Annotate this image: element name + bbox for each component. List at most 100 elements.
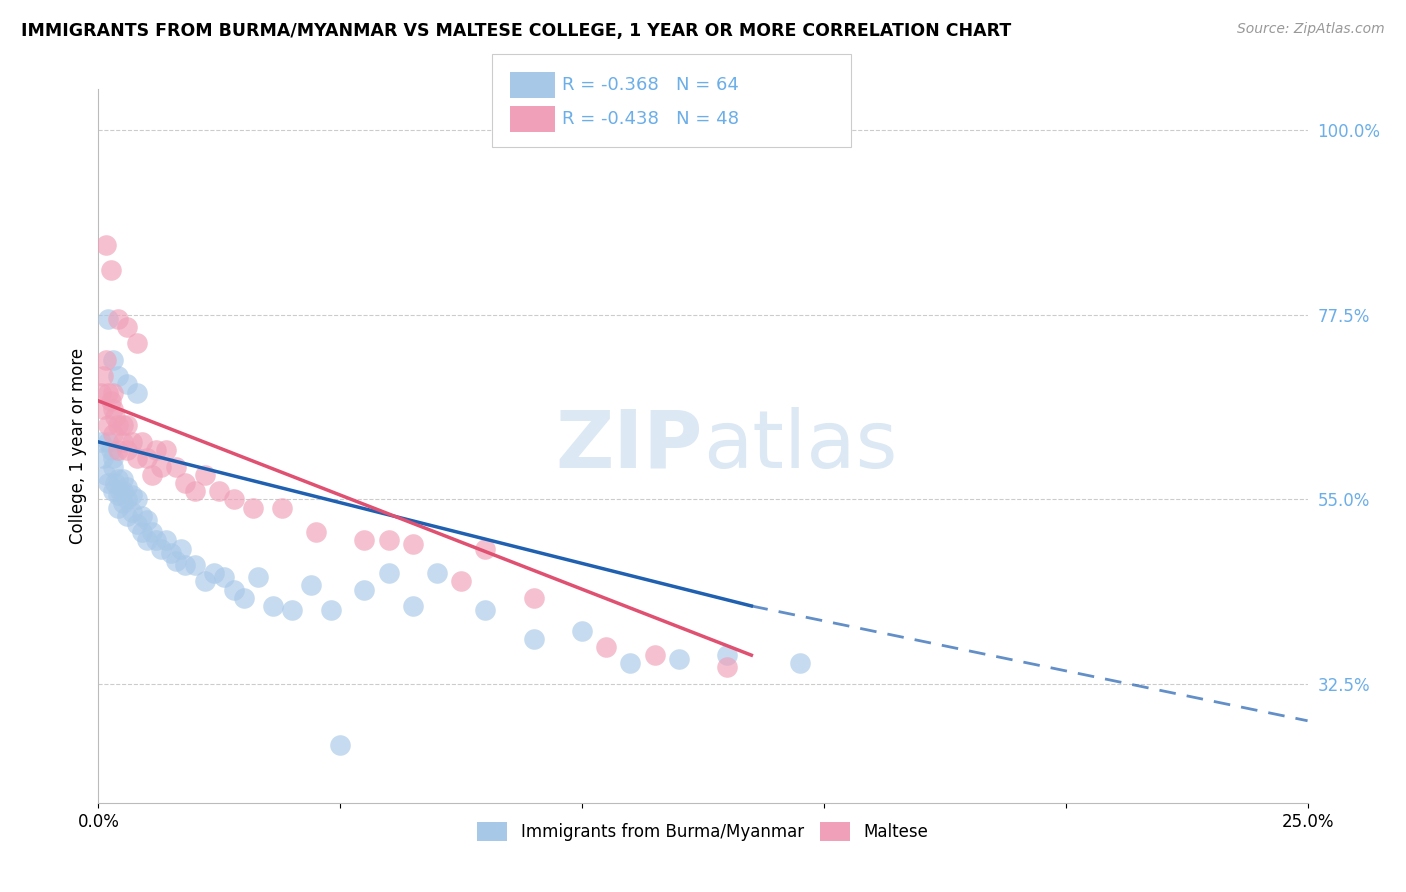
Point <box>299 578 322 592</box>
Point <box>329 739 352 753</box>
Point <box>160 546 183 560</box>
Point <box>165 459 187 474</box>
Point <box>101 426 124 441</box>
Point <box>402 537 425 551</box>
Point <box>402 599 425 613</box>
Point <box>353 582 375 597</box>
Point <box>668 652 690 666</box>
Point <box>426 566 449 581</box>
Point <box>595 640 617 654</box>
Point <box>150 459 173 474</box>
Point <box>107 472 129 486</box>
Point <box>281 603 304 617</box>
Point <box>91 402 114 417</box>
Point <box>184 484 207 499</box>
Point <box>101 385 124 400</box>
Point <box>262 599 284 613</box>
Point <box>271 500 294 515</box>
Point <box>107 418 129 433</box>
Point <box>97 385 120 400</box>
Point <box>101 451 124 466</box>
Text: R = -0.438   N = 48: R = -0.438 N = 48 <box>562 110 740 128</box>
Point <box>474 603 496 617</box>
Point <box>94 467 117 482</box>
Point <box>117 508 139 523</box>
Point <box>194 467 217 482</box>
Point <box>716 660 738 674</box>
Point <box>474 541 496 556</box>
Text: R = -0.368   N = 64: R = -0.368 N = 64 <box>562 76 740 94</box>
Point <box>127 451 149 466</box>
Point <box>117 443 139 458</box>
Point <box>104 475 127 490</box>
Point <box>97 475 120 490</box>
Point <box>204 566 226 581</box>
Point <box>353 533 375 548</box>
Point <box>117 418 139 433</box>
Point <box>242 500 264 515</box>
Point <box>127 336 149 351</box>
Point <box>716 648 738 662</box>
Text: atlas: atlas <box>703 407 897 485</box>
Point <box>94 238 117 252</box>
Point <box>131 434 153 449</box>
Legend: Immigrants from Burma/Myanmar, Maltese: Immigrants from Burma/Myanmar, Maltese <box>471 815 935 848</box>
Point <box>319 603 342 617</box>
Point <box>100 262 122 277</box>
Point <box>117 492 139 507</box>
Point <box>107 311 129 326</box>
Point <box>232 591 254 605</box>
Point <box>212 570 235 584</box>
Point <box>117 320 139 334</box>
Point <box>108 484 131 499</box>
Point <box>145 443 167 458</box>
Point <box>619 657 641 671</box>
Point <box>97 434 120 449</box>
Point <box>117 377 139 392</box>
Point <box>450 574 472 589</box>
Point <box>97 311 120 326</box>
Point <box>100 443 122 458</box>
Point <box>222 492 245 507</box>
Point <box>127 492 149 507</box>
Point <box>174 475 197 490</box>
Point <box>117 480 139 494</box>
Text: ZIP: ZIP <box>555 407 703 485</box>
Point <box>107 443 129 458</box>
Point <box>131 525 153 540</box>
Point <box>571 624 593 638</box>
Point <box>127 516 149 531</box>
Point <box>135 533 157 548</box>
Point <box>104 410 127 425</box>
Point <box>107 369 129 384</box>
Point <box>101 484 124 499</box>
Point <box>208 484 231 499</box>
Point <box>97 418 120 433</box>
Point <box>90 434 112 449</box>
Y-axis label: College, 1 year or more: College, 1 year or more <box>69 348 87 544</box>
Point <box>91 369 114 384</box>
Text: Source: ZipAtlas.com: Source: ZipAtlas.com <box>1237 22 1385 37</box>
Point <box>101 402 124 417</box>
Point <box>107 500 129 515</box>
Point <box>111 418 134 433</box>
Point <box>100 393 122 408</box>
Point <box>377 566 399 581</box>
Point <box>121 505 143 519</box>
Point <box>184 558 207 572</box>
Point <box>121 488 143 502</box>
Point <box>377 533 399 548</box>
Point <box>111 496 134 510</box>
Point <box>155 533 177 548</box>
Point <box>107 488 129 502</box>
Point <box>194 574 217 589</box>
Point <box>135 451 157 466</box>
Point <box>91 451 114 466</box>
Point <box>247 570 270 584</box>
Point <box>169 541 191 556</box>
Point <box>141 525 163 540</box>
Point <box>121 434 143 449</box>
Point <box>111 434 134 449</box>
Point <box>155 443 177 458</box>
Point <box>111 484 134 499</box>
